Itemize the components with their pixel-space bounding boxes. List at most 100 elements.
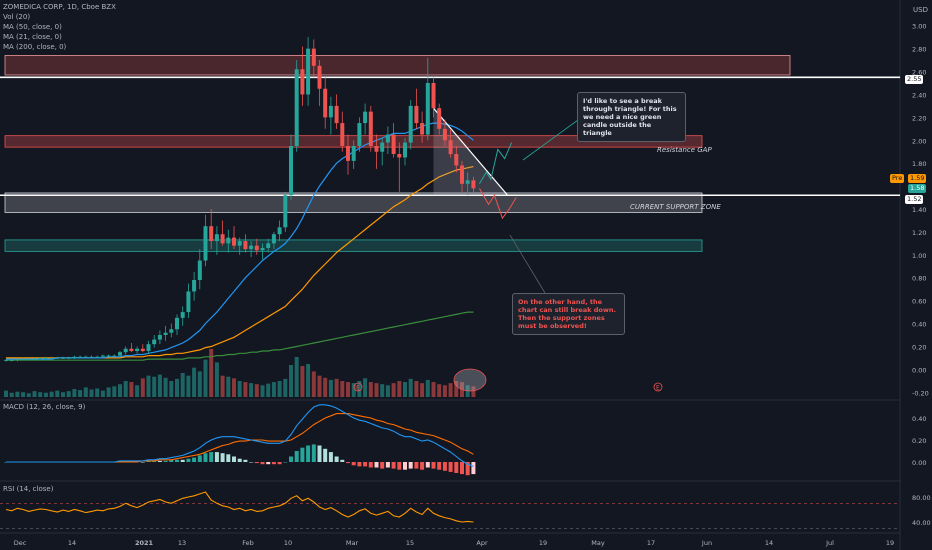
macd-histogram-bar	[357, 462, 362, 467]
volume-bar	[271, 382, 276, 397]
volume-bar	[300, 366, 305, 397]
macd-tick-label: 0.00	[912, 459, 926, 467]
price-tag-pre-value: 1.59	[908, 174, 927, 183]
price-tick-label: 0.60	[912, 298, 926, 306]
macd-tick-label: 0.40	[912, 415, 926, 423]
macd-histogram-bar	[311, 444, 316, 462]
candle-body	[277, 227, 282, 235]
rsi-line	[5, 491, 474, 523]
candle-body	[294, 69, 299, 146]
candle-body	[283, 195, 288, 228]
candle-body	[363, 111, 368, 124]
candle-body	[237, 241, 242, 246]
volume-bar	[237, 381, 242, 397]
volume-bar	[283, 378, 288, 397]
macd-histogram-bar	[306, 445, 311, 462]
volume-bar	[66, 391, 71, 397]
volume-bar	[454, 381, 459, 397]
macd-histogram-bar	[209, 452, 214, 462]
candle-body	[357, 123, 362, 146]
candle-body	[340, 123, 345, 146]
candle-body	[72, 356, 77, 358]
volume-bar	[78, 390, 83, 397]
volume-bar	[328, 379, 333, 397]
volume-bar	[146, 375, 151, 397]
candle-body	[192, 280, 197, 292]
macd-histogram-bar	[334, 456, 339, 462]
candle-body	[43, 357, 48, 359]
macd-histogram-bar	[220, 453, 225, 462]
candle-body	[180, 312, 185, 318]
candle-body	[465, 180, 470, 184]
candle-body	[135, 348, 140, 352]
macd-title[interactable]: MACD (12, 26, close, 9)	[3, 403, 86, 411]
candle-body	[112, 355, 117, 357]
macd-histogram-bar	[214, 452, 219, 462]
macd-histogram-bar	[465, 462, 470, 476]
volume-bar	[152, 376, 157, 397]
macd-histogram-bar	[328, 452, 333, 462]
indicator-label-vol[interactable]: Vol (20)	[3, 13, 31, 21]
candle-body	[146, 344, 151, 352]
indicator-label-ma200[interactable]: MA (200, close, 0)	[3, 43, 67, 51]
macd-histogram-bar	[283, 462, 288, 463]
candle-body	[95, 356, 100, 358]
macd-histogram-bar	[226, 454, 231, 462]
time-tick-label: Dec	[14, 539, 27, 547]
volume-bar	[32, 391, 37, 397]
macd-histogram-bar	[346, 462, 350, 464]
volume-bar	[9, 392, 14, 397]
macd-histogram-bar	[294, 451, 299, 462]
candle-body	[289, 146, 293, 196]
macd-histogram-bar	[237, 458, 242, 462]
candle-body	[260, 247, 265, 251]
indicator-label-ma21[interactable]: MA (21, close, 0)	[3, 33, 62, 41]
candle-body	[425, 83, 430, 135]
volume-bar	[266, 383, 271, 397]
volume-bar	[123, 381, 128, 397]
macd-histogram-bar	[289, 456, 293, 462]
macd-histogram-bar	[385, 462, 390, 468]
candle-body	[209, 226, 214, 242]
macd-histogram-bar	[232, 456, 236, 462]
macd-histogram-bar	[249, 462, 254, 463]
time-tick-label: 14	[68, 539, 76, 547]
rsi-title[interactable]: RSI (14, close)	[3, 485, 54, 493]
candle-body	[346, 146, 350, 161]
bull-projection-path	[478, 142, 513, 185]
price-tick-label: 2.40	[912, 91, 926, 99]
volume-bar	[163, 377, 168, 397]
candle-body	[197, 260, 202, 281]
candle-body	[351, 146, 356, 161]
time-tick-label: 13	[178, 539, 186, 547]
zone-lower	[4, 239, 703, 252]
candle-body	[323, 88, 328, 118]
price-tag-pre-label: Pre	[890, 174, 905, 183]
price-tick-label: 2.60	[912, 69, 926, 77]
macd-histogram-bar	[414, 462, 419, 469]
earnings-marker-label: E	[656, 385, 660, 392]
earnings-marker-label: E	[356, 385, 360, 392]
macd-histogram-bar	[277, 462, 282, 465]
indicator-label-ma50[interactable]: MA (50, close, 0)	[3, 23, 62, 31]
volume-bar	[254, 384, 259, 397]
candle-body	[175, 317, 179, 330]
volume-bar	[448, 383, 453, 397]
price-tag-last: 1.58	[908, 184, 927, 193]
volume-bar	[311, 371, 316, 397]
macd-histogram-bar	[163, 460, 168, 462]
macd-histogram-bar	[146, 460, 151, 462]
time-tick-label: 15	[406, 539, 414, 547]
candle-body	[123, 348, 128, 353]
macd-histogram-bar	[157, 460, 162, 462]
macd-histogram-bar	[180, 459, 185, 462]
macd-histogram-bar	[192, 457, 197, 462]
candle-body	[26, 359, 31, 360]
candle-body	[38, 357, 43, 360]
candle-body	[403, 142, 407, 158]
volume-bar	[21, 392, 26, 397]
time-tick-label: Jul	[825, 539, 834, 547]
macd-histogram-bar	[243, 459, 248, 462]
candle-body	[254, 245, 259, 251]
